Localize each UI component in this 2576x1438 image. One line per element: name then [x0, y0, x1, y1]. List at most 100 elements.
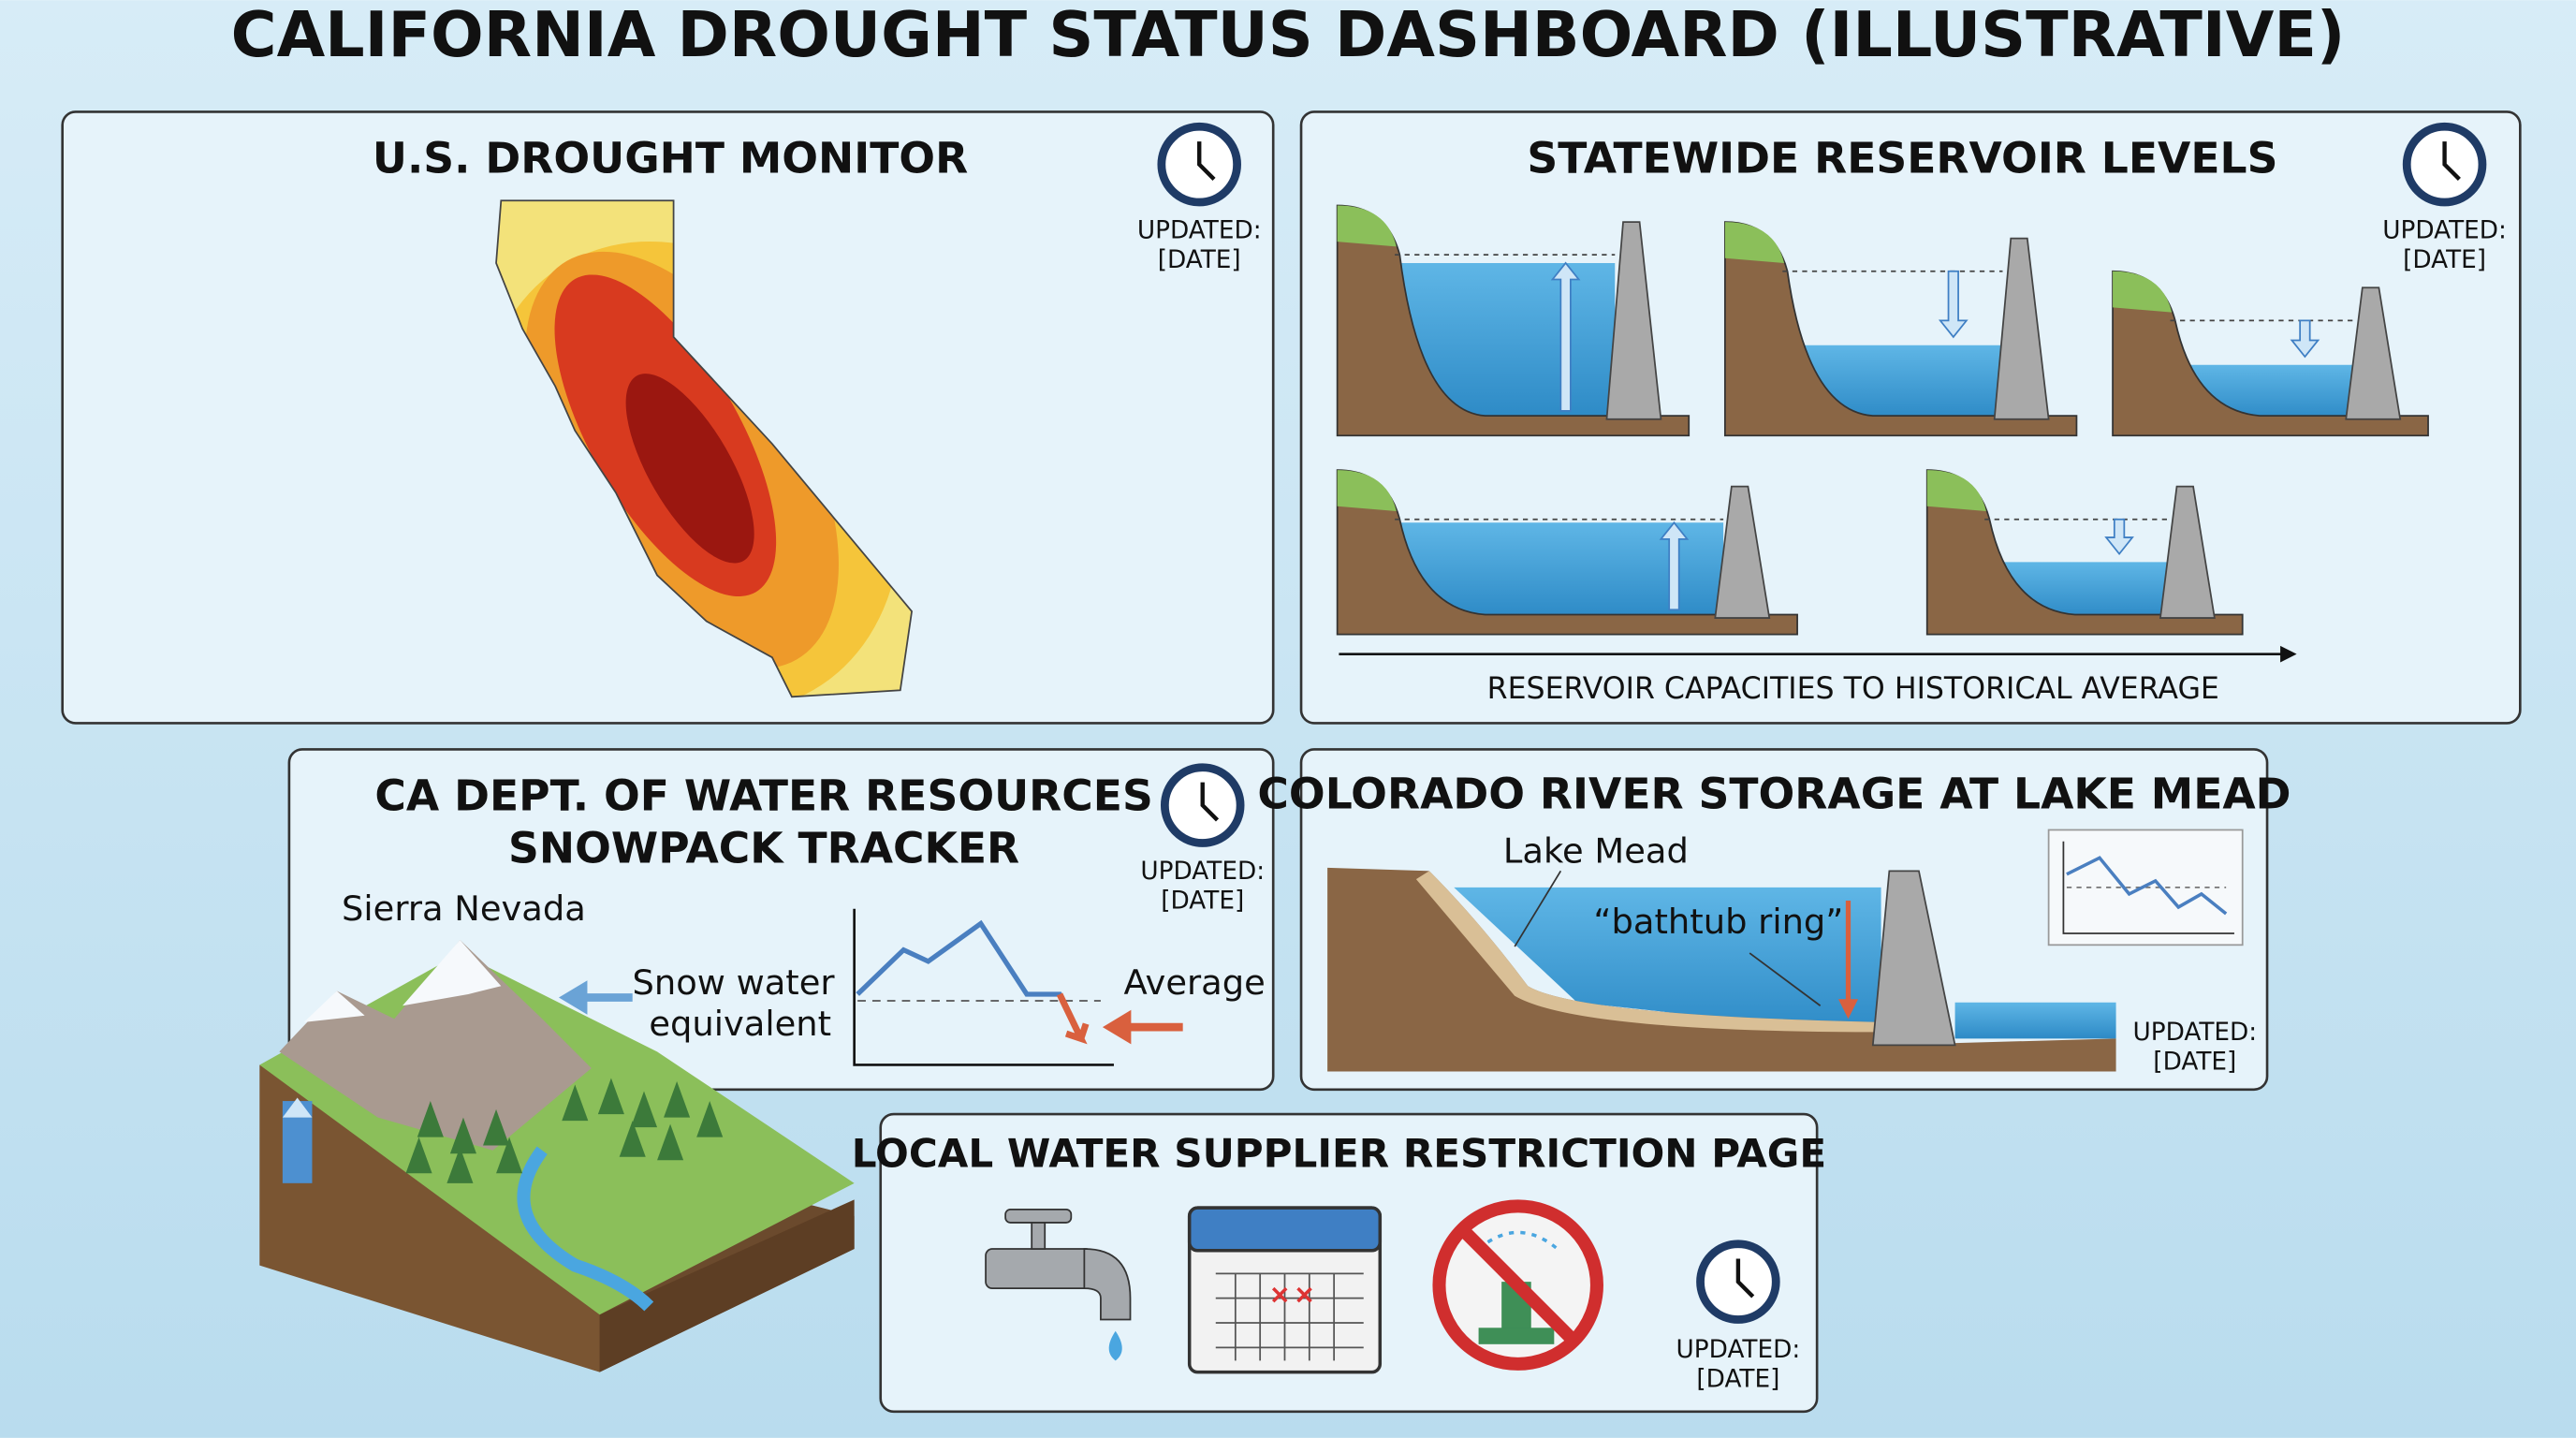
faucet-icon-part: [985, 1248, 1094, 1290]
tree: [483, 1108, 510, 1146]
updated-label: UPDATED:: [1676, 1336, 1801, 1364]
date-label: [DATE]: [2153, 1049, 2236, 1077]
grass: [1337, 470, 1397, 511]
label: Lake Mead: [1503, 831, 1689, 872]
pointer: [1514, 870, 1562, 947]
clock-hands: [1735, 1258, 1755, 1299]
faucet-icon-part: [1083, 1248, 1132, 1321]
tree: [657, 1123, 684, 1161]
water: [1386, 522, 1724, 619]
arrow: [558, 980, 633, 1015]
panel-title: STATEWIDE RESERVOIR LEVELS: [1527, 133, 2277, 183]
level-arrow: [1659, 521, 1690, 611]
reservoir: [1336, 469, 1798, 636]
chart-axes: [853, 908, 1114, 1066]
grass: [2113, 271, 2173, 313]
tree: [417, 1101, 444, 1137]
caption: RESERVOIR CAPACITIES TO HISTORICAL AVERA…: [1487, 672, 2219, 706]
mountain-illustration-part: [282, 1097, 313, 1118]
no-sprinkler-icon-part: [1457, 1224, 1579, 1346]
level-arrow: [2104, 518, 2134, 556]
calendar-icon-part: [1215, 1272, 1364, 1361]
reservoir: [1925, 469, 2244, 636]
mountain-illustration-part: [517, 1146, 654, 1312]
faucet-icon: [985, 1209, 1132, 1361]
bathtub-ring: [1415, 871, 1881, 1033]
downstream-water: [1954, 1002, 2116, 1039]
date-label: [DATE]: [1158, 246, 1241, 274]
panel-title: LOCAL WATER SUPPLIER RESTRICTION PAGE: [852, 1130, 1826, 1176]
dam: [1993, 237, 2050, 420]
level-arrow: [1550, 261, 1581, 412]
arrow-head: [2280, 645, 2297, 663]
panel-title: COLORADO RIVER STORAGE AT LAKE MEAD: [1257, 770, 2291, 819]
mountain-illustration-part: [259, 1064, 600, 1372]
grass: [1337, 205, 1397, 247]
tree: [496, 1137, 523, 1174]
updated-label: UPDATED:: [1140, 858, 1265, 886]
updated-label: UPDATED:: [1137, 217, 1262, 245]
level-arrow: [1938, 270, 1969, 339]
trees: [405, 1078, 724, 1183]
mountain-illustration: [259, 940, 855, 1372]
clock-hands: [2442, 141, 2461, 182]
snowpack-panel: CA DEPT. OF WATER RESOURCES SNOWPACK TRA…: [259, 748, 1275, 1372]
date-label: [DATE]: [1696, 1365, 1779, 1393]
tree: [449, 1117, 476, 1154]
mini-axes: [2062, 841, 2234, 934]
clock-hands: [1197, 141, 1216, 182]
panel-title: CA DEPT. OF WATER RESOURCES: [374, 770, 1152, 820]
lake-mead-panel: COLORADO RIVER STORAGE AT LAKE MEAD Lake…: [1257, 748, 2291, 1092]
tree: [630, 1091, 658, 1128]
tree: [562, 1084, 589, 1122]
drought-monitor-panel: U.S. DROUGHT MONITOR: [61, 110, 1275, 725]
clock-hands: [1200, 782, 1220, 822]
label: Average: [1123, 962, 1265, 1003]
main-title: CALIFORNIA DROUGHT STATUS DASHBOARD (ILL…: [231, 0, 2346, 71]
decline-arrow: [1056, 992, 1090, 1045]
updated-label: UPDATED:: [2132, 1019, 2257, 1047]
dam: [2345, 286, 2402, 420]
california-map-part: [625, 374, 754, 564]
mountain-illustration-part: [599, 1199, 855, 1372]
dam: [2159, 485, 2216, 619]
no-sprinkler-icon: [1432, 1199, 1603, 1371]
tree: [597, 1078, 624, 1115]
clocks: UPDATED:[DATE]UPDATED:[DATE]UPDATED:[DAT…: [1137, 122, 2507, 1393]
water: [1386, 262, 1616, 419]
mini-line: [2066, 856, 2228, 916]
calendar-icon: [1187, 1206, 1383, 1374]
calendar-icon-part: [1187, 1206, 1383, 1253]
updated-label: UPDATED:: [2382, 217, 2507, 245]
lake-water: [1454, 887, 1881, 1035]
reservoir: [1336, 204, 1690, 437]
tree: [446, 1147, 474, 1183]
grass: [1926, 470, 1986, 511]
tree: [619, 1121, 646, 1157]
tree: [405, 1137, 432, 1174]
faucet-icon-part: [1108, 1330, 1122, 1361]
dam: [1605, 221, 1662, 420]
pointer: [1749, 952, 1822, 1006]
reservoir-diagrams: [1336, 204, 2429, 636]
tree: [664, 1081, 691, 1118]
faucet-icon-part: [1004, 1209, 1073, 1224]
date-label: [DATE]: [2403, 246, 2486, 274]
arrow: [1102, 1009, 1183, 1045]
reservoir: [2112, 270, 2429, 437]
panel-title: U.S. DROUGHT MONITOR: [373, 133, 968, 183]
arrow-head: [1837, 999, 1859, 1020]
grass: [1724, 222, 1785, 263]
reservoir-panel: STATEWIDE RESERVOIR LEVELS RESERVOIR CAP…: [1299, 110, 2522, 725]
canyon: [1327, 867, 2116, 1072]
label: equivalent: [649, 1004, 831, 1044]
label: Snow water: [632, 962, 835, 1003]
reservoir: [1723, 221, 2078, 437]
panel-title: SNOWPACK TRACKER: [508, 824, 1019, 873]
calendar-icon-part: [1271, 1286, 1312, 1303]
level-arrow: [2290, 319, 2320, 359]
dam: [1714, 485, 1771, 619]
restriction-panel: LOCAL WATER SUPPLIER RESTRICTION PAGE: [852, 1112, 1826, 1414]
tree: [696, 1101, 724, 1137]
mountain-illustration-part: [402, 940, 502, 1006]
